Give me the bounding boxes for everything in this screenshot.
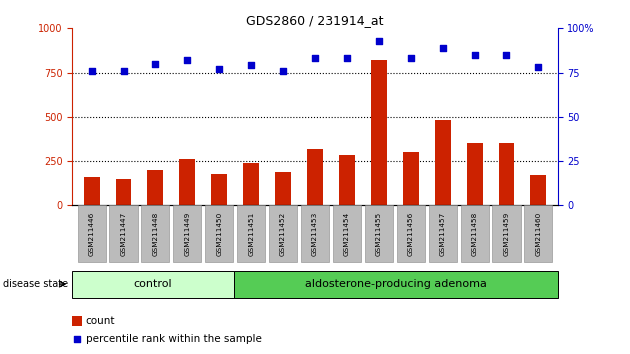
Text: GSM211459: GSM211459	[503, 211, 510, 256]
FancyBboxPatch shape	[524, 205, 553, 262]
Point	[342, 56, 352, 61]
Text: disease state: disease state	[3, 279, 68, 289]
Point	[118, 68, 129, 74]
Title: GDS2860 / 231914_at: GDS2860 / 231914_at	[246, 14, 384, 27]
FancyBboxPatch shape	[301, 205, 329, 262]
FancyBboxPatch shape	[269, 205, 297, 262]
Text: GSM211452: GSM211452	[280, 211, 286, 256]
Bar	[530, 175, 546, 205]
FancyBboxPatch shape	[397, 205, 425, 262]
Bar	[339, 155, 355, 205]
Point	[151, 61, 161, 67]
Bar	[243, 163, 259, 205]
FancyBboxPatch shape	[234, 270, 558, 298]
Point	[182, 57, 192, 63]
FancyBboxPatch shape	[173, 205, 202, 262]
Text: GSM211456: GSM211456	[408, 211, 414, 256]
FancyBboxPatch shape	[110, 205, 137, 262]
FancyBboxPatch shape	[77, 205, 106, 262]
Text: GSM211451: GSM211451	[248, 211, 254, 256]
Point	[310, 56, 320, 61]
FancyBboxPatch shape	[205, 205, 233, 262]
Point	[501, 52, 512, 58]
Text: GSM211446: GSM211446	[89, 211, 94, 256]
FancyBboxPatch shape	[428, 205, 457, 262]
Text: GSM211455: GSM211455	[376, 211, 382, 256]
Point	[438, 45, 448, 51]
Text: GSM211448: GSM211448	[152, 211, 158, 256]
Text: control: control	[134, 279, 173, 289]
FancyBboxPatch shape	[333, 205, 361, 262]
Text: GSM211453: GSM211453	[312, 211, 318, 256]
Text: GSM211458: GSM211458	[472, 211, 478, 256]
FancyBboxPatch shape	[493, 205, 520, 262]
Bar	[307, 149, 323, 205]
Point	[406, 56, 416, 61]
Text: aldosterone-producing adenoma: aldosterone-producing adenoma	[305, 279, 486, 289]
Text: GSM211450: GSM211450	[216, 211, 222, 256]
Text: GSM211457: GSM211457	[440, 211, 445, 256]
Bar	[275, 172, 291, 205]
Point	[278, 68, 288, 74]
Bar	[72, 316, 82, 326]
Text: percentile rank within the sample: percentile rank within the sample	[86, 334, 261, 344]
Bar	[115, 179, 132, 205]
FancyBboxPatch shape	[461, 205, 489, 262]
Point	[246, 63, 256, 68]
Bar	[84, 177, 100, 205]
Point	[214, 66, 224, 72]
Point	[469, 52, 479, 58]
Bar	[180, 159, 195, 205]
FancyBboxPatch shape	[141, 205, 169, 262]
Bar	[467, 143, 483, 205]
Bar	[211, 175, 227, 205]
Point	[72, 336, 82, 342]
FancyBboxPatch shape	[365, 205, 393, 262]
Text: GSM211447: GSM211447	[120, 211, 127, 256]
Text: GSM211449: GSM211449	[185, 211, 190, 256]
Bar	[371, 60, 387, 205]
Bar	[147, 170, 163, 205]
Point	[534, 64, 544, 70]
Bar	[435, 120, 450, 205]
Point	[374, 38, 384, 44]
FancyBboxPatch shape	[72, 270, 234, 298]
Text: count: count	[86, 316, 115, 326]
FancyBboxPatch shape	[237, 205, 265, 262]
Text: GSM211460: GSM211460	[536, 211, 541, 256]
Point	[86, 68, 96, 74]
Bar	[498, 143, 515, 205]
Bar	[403, 152, 419, 205]
Text: GSM211454: GSM211454	[344, 211, 350, 256]
